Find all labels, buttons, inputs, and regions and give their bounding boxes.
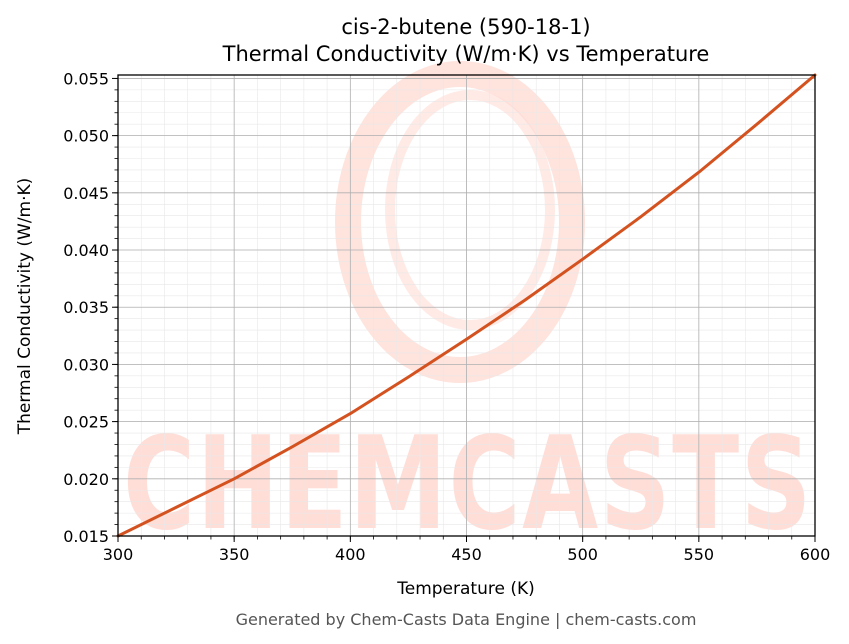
y-tick-label: 0.025 bbox=[63, 413, 109, 432]
series-layer bbox=[116, 73, 817, 538]
watermark-logo: CHEMCASTS bbox=[123, 61, 813, 559]
axis-ticks bbox=[112, 77, 816, 542]
chart-subtitle: Thermal Conductivity (W/m·K) vs Temperat… bbox=[222, 42, 710, 66]
x-tick-labels: 300 350 400 450 500 550 600 bbox=[103, 545, 831, 564]
footer-credit: Generated by Chem-Casts Data Engine | ch… bbox=[236, 610, 697, 629]
x-tick-label: 300 bbox=[103, 545, 134, 564]
y-axis-label: Thermal Conductivity (W/m·K) bbox=[15, 178, 35, 436]
x-tick-label: 500 bbox=[567, 545, 598, 564]
watermark-text: CHEMCASTS bbox=[123, 410, 813, 559]
chart-title: cis-2-butene (590-18-1) bbox=[341, 15, 590, 39]
x-tick-label: 550 bbox=[684, 545, 715, 564]
y-tick-label: 0.020 bbox=[63, 470, 109, 489]
y-tick-label: 0.015 bbox=[63, 527, 109, 546]
x-tick-label: 450 bbox=[451, 545, 482, 564]
x-tick-label: 600 bbox=[800, 545, 831, 564]
series-line bbox=[116, 73, 817, 538]
y-tick-labels: 0.015 0.020 0.025 0.030 0.035 0.040 0.045 0.050… bbox=[63, 69, 109, 546]
x-tick-label: 400 bbox=[335, 545, 366, 564]
y-tick-label: 0.050 bbox=[63, 127, 109, 146]
major-grid bbox=[117, 75, 816, 537]
y-tick-label: 0.055 bbox=[63, 69, 109, 88]
y-tick-label: 0.035 bbox=[63, 298, 109, 317]
watermark-swirl-icon bbox=[335, 61, 585, 383]
y-tick-label: 0.045 bbox=[63, 184, 109, 203]
y-tick-label: 0.030 bbox=[63, 355, 109, 374]
x-axis-label: Temperature (K) bbox=[396, 579, 535, 599]
x-tick-label: 350 bbox=[219, 545, 250, 564]
y-tick-label: 0.040 bbox=[63, 241, 109, 260]
